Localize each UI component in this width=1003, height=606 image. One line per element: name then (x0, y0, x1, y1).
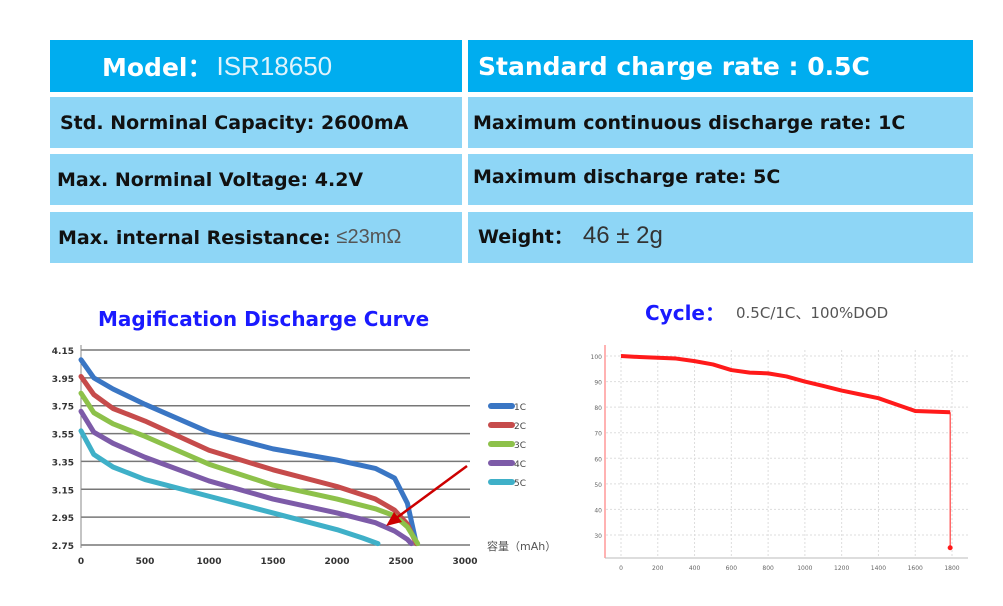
y-tick-label: 3.55 (52, 431, 74, 441)
y-tick-label: 90 (594, 380, 602, 387)
x-tick-label: 2000 (324, 557, 349, 567)
max-cont-discharge: Maximum continuous discharge rate: 1C (473, 111, 906, 134)
y-tick-label: 2.75 (52, 542, 74, 552)
x-tick-label: 1400 (871, 565, 886, 572)
resistance-label: Max. internal Resistance: (58, 226, 331, 249)
legend-label: 3C (514, 441, 526, 451)
y-tick-label: 80 (594, 405, 602, 412)
capacity: Std. Norminal Capacity: 2600mA (60, 111, 409, 134)
y-tick-label: 100 (591, 354, 603, 361)
x-tick-label: 1000 (797, 565, 812, 572)
x-tick-label: 1800 (944, 565, 959, 572)
cycle-chart-subtitle: 0.5C/1C、100%DOD (736, 304, 889, 322)
model-cell: Model： ISR18650 (50, 40, 462, 92)
weight-cell: Weight： 46 ± 2g (468, 212, 973, 263)
y-tick-label: 70 (594, 431, 602, 438)
series-5C (78, 428, 381, 547)
model-label: Model： (102, 53, 213, 82)
x-tick-label: 1600 (908, 565, 923, 572)
x-tick-label: 0 (619, 565, 623, 572)
weight-value: 46 ± 2g (582, 221, 663, 249)
x-tick-label: 1000 (196, 557, 221, 567)
y-tick-label: 3.35 (52, 458, 74, 468)
x-tick-label: 200 (652, 565, 664, 572)
y-tick-label: 4.15 (52, 347, 74, 357)
charge-rate: Standard charge rate : 0.5C (478, 51, 870, 81)
x-tick-label: 2500 (388, 557, 413, 567)
y-tick-label: 3.15 (52, 486, 74, 496)
max-discharge-cell: Maximum discharge rate: 5C (468, 154, 973, 205)
arrow-head (386, 512, 402, 526)
resistance-value: ≤23mΩ (336, 226, 402, 248)
cycle-chart-title: Cycle： (645, 301, 725, 325)
series-4C (78, 408, 414, 547)
x-tick-label: 400 (689, 565, 701, 572)
charge-rate-cell: Standard charge rate : 0.5C (468, 40, 973, 92)
series-1C (78, 357, 419, 547)
x-tick-label: 800 (762, 565, 774, 572)
x-tick-label: 3000 (452, 557, 477, 567)
y-tick-label: 50 (594, 482, 602, 489)
voltage: Max. Norminal Voltage: 4.2V (57, 168, 364, 191)
y-tick-label: 40 (594, 507, 602, 514)
legend-label: 2C (514, 422, 526, 432)
end-point (947, 545, 953, 551)
y-tick-label: 30 (594, 533, 602, 540)
discharge-chart-title: Magification Discharge Curve (98, 307, 430, 331)
x-tick-label: 1200 (834, 565, 849, 572)
weight-label: Weight： (478, 226, 573, 248)
voltage-cell: Max. Norminal Voltage: 4.2V (50, 154, 462, 205)
cont-discharge-cell: Maximum continuous discharge rate: 1C (468, 97, 973, 148)
x-tick-label: 0 (78, 557, 84, 567)
legend-label: 1C (514, 403, 526, 413)
resistance-cell: Max. internal Resistance: ≤23mΩ (50, 212, 462, 263)
arrow-line (394, 464, 468, 521)
model-value: ISR18650 (216, 50, 333, 81)
max-discharge: Maximum discharge rate: 5C (473, 165, 781, 188)
y-tick-label: 60 (594, 456, 602, 463)
y-tick-label: 3.95 (52, 375, 74, 385)
discharge-xlabel: 容量（mAh） (487, 540, 557, 553)
capacity-cell: Std. Norminal Capacity: 2600mA (50, 97, 462, 148)
y-tick-label: 3.75 (52, 403, 74, 413)
x-tick-label: 600 (726, 565, 738, 572)
legend-label: 4C (514, 460, 526, 470)
x-tick-label: 500 (136, 557, 155, 567)
capacity-retention-line (620, 354, 951, 415)
y-tick-label: 2.95 (52, 514, 74, 524)
x-tick-label: 1500 (260, 557, 285, 567)
legend-label: 5C (514, 479, 526, 489)
